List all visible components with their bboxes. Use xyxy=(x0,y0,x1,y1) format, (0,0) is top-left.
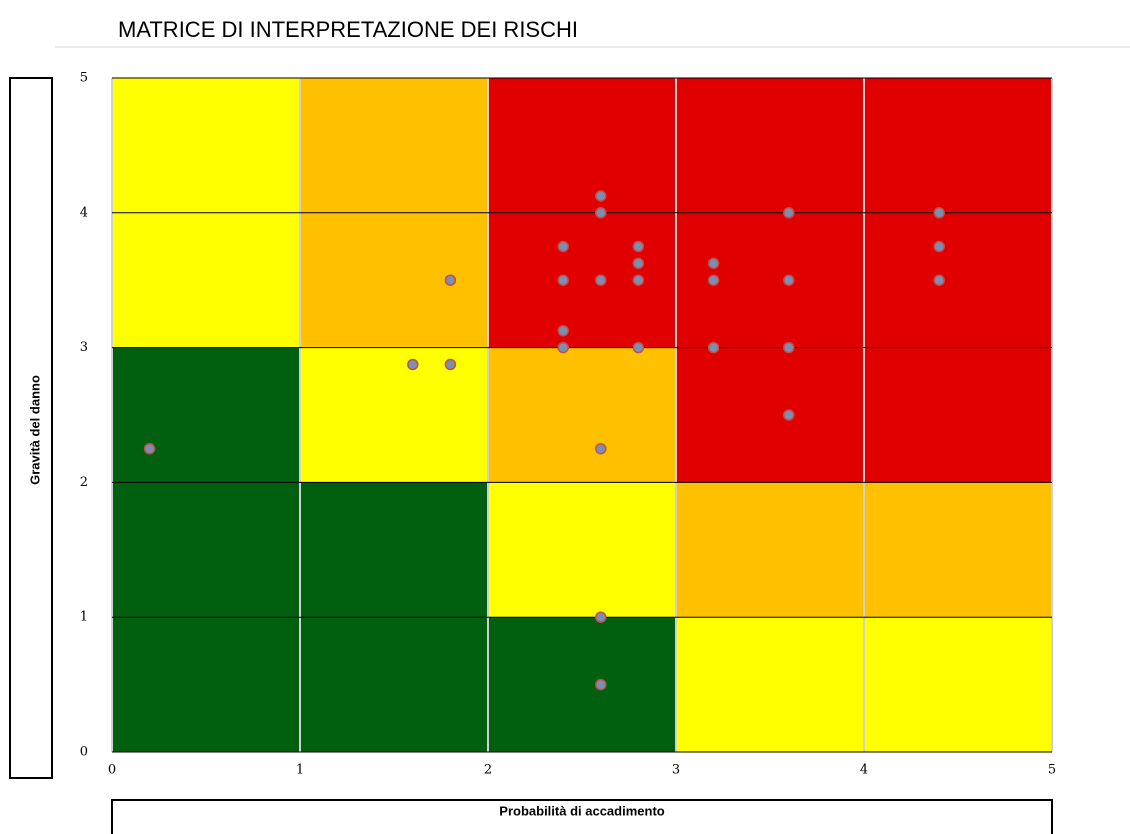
point xyxy=(632,274,645,286)
point xyxy=(783,341,795,354)
point xyxy=(707,341,720,354)
point xyxy=(632,240,645,253)
y-label-box xyxy=(9,77,53,779)
risk-zone xyxy=(300,212,488,348)
risk-zone xyxy=(112,212,300,348)
x-tick-label: 0 xyxy=(108,763,116,778)
risk-zone xyxy=(864,78,1052,213)
point xyxy=(557,325,569,337)
point xyxy=(595,274,607,286)
x-axis-label: Probabilità di accadimento xyxy=(499,803,664,818)
point xyxy=(632,341,645,354)
risk-zone xyxy=(488,482,676,618)
y-tick-label: 0 xyxy=(80,745,88,760)
risk-zone xyxy=(676,212,864,348)
point xyxy=(783,207,795,219)
risk-zone xyxy=(112,617,300,752)
y-tick-label: 5 xyxy=(80,71,88,86)
point xyxy=(783,274,795,286)
point xyxy=(933,207,945,219)
risk-zone xyxy=(864,212,1052,348)
risk-zone xyxy=(488,617,676,752)
x-tick-label: 3 xyxy=(672,763,680,778)
point xyxy=(707,274,720,286)
risk-zone xyxy=(676,347,864,483)
point xyxy=(595,678,607,691)
point xyxy=(444,274,457,286)
point xyxy=(557,341,569,354)
risk-zone xyxy=(112,347,300,483)
chart-title: MATRICE DI INTERPRETAZIONE DEI RISCHI xyxy=(118,17,578,42)
risk-zone xyxy=(112,482,300,618)
point xyxy=(557,274,569,286)
point xyxy=(595,611,607,623)
risk-zone xyxy=(300,78,488,213)
y-tick-label: 3 xyxy=(80,340,88,355)
point xyxy=(632,257,645,270)
x-tick-label: 5 xyxy=(1048,763,1056,778)
point xyxy=(444,358,457,371)
risk-zone xyxy=(864,347,1052,483)
risk-zone xyxy=(676,617,864,752)
y-axis-label: Gravità del danno xyxy=(27,375,42,485)
y-tick-label: 2 xyxy=(80,475,88,490)
risk-zone xyxy=(676,78,864,213)
x-tick-label: 4 xyxy=(860,763,868,778)
risk-zone xyxy=(300,347,488,483)
risk-zone xyxy=(864,617,1052,752)
risk-zone xyxy=(488,212,676,348)
point xyxy=(595,442,607,455)
point xyxy=(933,274,945,286)
risk-zone xyxy=(112,78,300,213)
y-tick-label: 1 xyxy=(80,610,88,625)
point xyxy=(143,442,156,455)
risk-zone xyxy=(488,347,676,483)
point xyxy=(783,409,795,421)
point xyxy=(595,190,607,202)
x-label-box xyxy=(111,799,1053,834)
point xyxy=(557,240,569,253)
risk-zone xyxy=(676,482,864,618)
point xyxy=(933,240,945,253)
y-tick-label: 4 xyxy=(80,205,88,220)
point xyxy=(407,358,419,371)
point xyxy=(595,207,607,219)
risk-zone xyxy=(488,78,676,213)
x-tick-label: 2 xyxy=(484,763,492,778)
point xyxy=(707,257,720,270)
x-tick-label: 1 xyxy=(296,763,304,778)
risk-zone xyxy=(300,482,488,618)
risk-zone xyxy=(864,482,1052,618)
risk-zone xyxy=(300,617,488,752)
